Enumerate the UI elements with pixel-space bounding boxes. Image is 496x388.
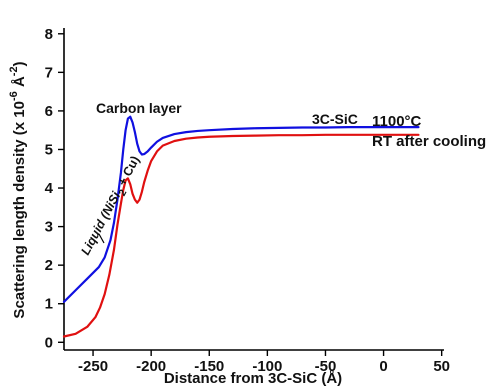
annotation-sic: 3C-SiC — [312, 111, 358, 127]
x-tick-label: -50 — [315, 358, 337, 375]
y-axis-label-exp1: -6 — [8, 91, 20, 101]
y-tick-label: 7 — [45, 64, 53, 81]
annotation-carbon-layer: Carbon layer — [96, 100, 182, 116]
x-tick-label: 0 — [379, 358, 387, 375]
y-axis-label-mid: Å — [11, 76, 28, 91]
series-line-1100c — [62, 115, 420, 303]
annotation-liquid-post: + Cu) — [113, 154, 142, 192]
series-group — [62, 115, 420, 338]
y-tick-label: 1 — [45, 296, 53, 313]
x-tick-label: 50 — [433, 358, 450, 375]
y-tick-label: 6 — [45, 103, 53, 120]
x-tick-label: -200 — [136, 358, 166, 375]
y-tick-label: 5 — [45, 141, 53, 158]
y-axis-label-prefix: Scattering length density (x 10 — [11, 101, 28, 319]
y-axis-label-exp2: -2 — [8, 66, 20, 76]
annotation-liquid-sub: 2 — [117, 188, 130, 198]
legend-series-1100c: 1100°C — [372, 113, 422, 130]
series-line-rt-after-cooling — [62, 133, 420, 338]
legend-series-rt-after-cooling: RT after cooling — [372, 133, 486, 150]
y-axis-label-suffix: ) — [11, 61, 28, 66]
axes — [63, 28, 444, 351]
y-ticks: 0 1 2 3 4 5 6 7 8 — [45, 26, 64, 351]
y-tick-label: 3 — [45, 219, 53, 236]
x-axis-label: Distance from 3C-SiC (Å) — [164, 370, 342, 387]
y-tick-label: 8 — [45, 26, 53, 43]
annotation-liquid-arrow — [98, 233, 105, 244]
y-axis-label: Scattering length density (x 10-6 Å-2) — [8, 61, 28, 318]
y-tick-label: 4 — [45, 180, 54, 197]
x-tick-label: -150 — [194, 358, 224, 375]
y-tick-label: 2 — [45, 257, 53, 274]
y-tick-label: 0 — [45, 334, 53, 351]
x-tick-label: -250 — [78, 358, 108, 375]
x-tick-label: -100 — [252, 358, 282, 375]
x-ticks: -250 -200 -150 -100 -50 0 50 — [78, 350, 450, 375]
annotation-liquid: Liquid (NiSi2 + Cu) — [78, 154, 146, 260]
